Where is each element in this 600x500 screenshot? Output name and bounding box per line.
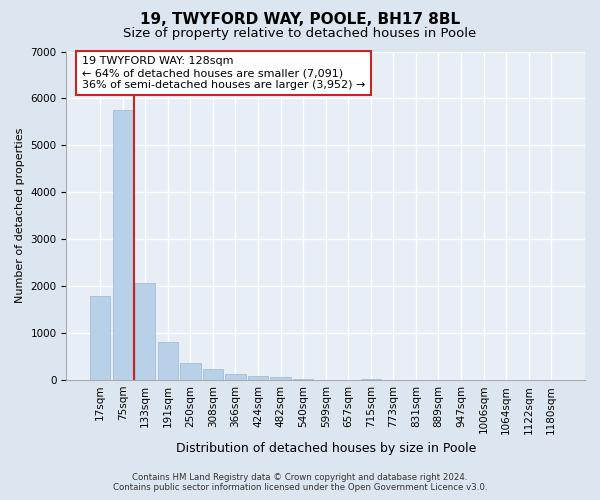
Text: 19, TWYFORD WAY, POOLE, BH17 8BL: 19, TWYFORD WAY, POOLE, BH17 8BL <box>140 12 460 28</box>
Bar <box>180 362 200 380</box>
Text: Size of property relative to detached houses in Poole: Size of property relative to detached ho… <box>124 28 476 40</box>
Bar <box>271 377 291 380</box>
Bar <box>135 284 155 380</box>
Bar <box>293 378 313 380</box>
Bar <box>113 110 133 380</box>
Text: 19 TWYFORD WAY: 128sqm
← 64% of detached houses are smaller (7,091)
36% of semi-: 19 TWYFORD WAY: 128sqm ← 64% of detached… <box>82 56 365 90</box>
Bar <box>248 376 268 380</box>
Y-axis label: Number of detached properties: Number of detached properties <box>15 128 25 304</box>
Bar <box>361 378 381 380</box>
Bar <box>90 296 110 380</box>
Bar <box>226 374 245 380</box>
X-axis label: Distribution of detached houses by size in Poole: Distribution of detached houses by size … <box>176 442 476 455</box>
Text: Contains HM Land Registry data © Crown copyright and database right 2024.
Contai: Contains HM Land Registry data © Crown c… <box>113 473 487 492</box>
Bar <box>203 370 223 380</box>
Bar <box>158 342 178 380</box>
